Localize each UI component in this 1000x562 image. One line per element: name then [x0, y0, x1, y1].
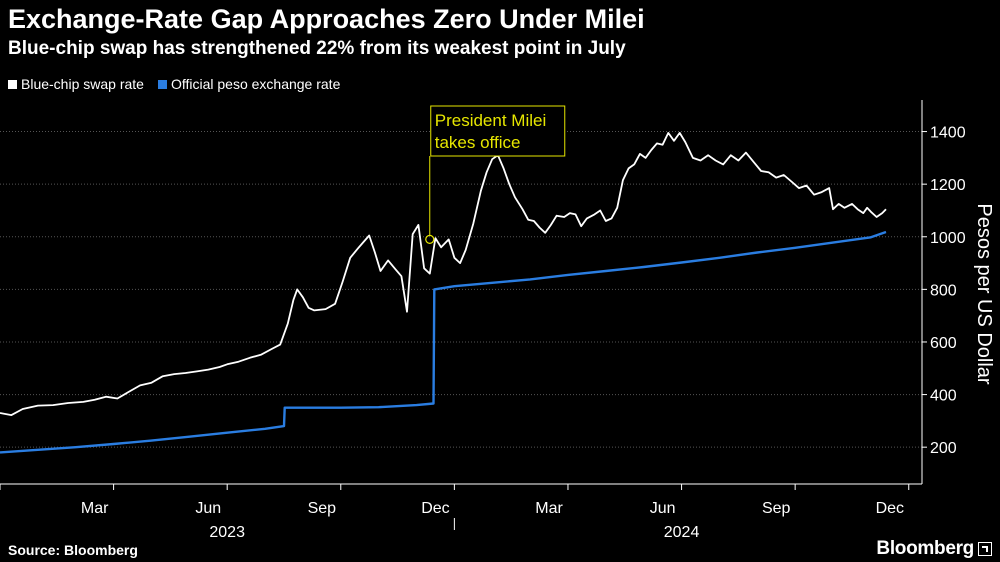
y-tick-label-600: 600: [930, 335, 957, 352]
x-tick-label-7: Dec: [876, 500, 904, 517]
annotation-marker: [425, 234, 435, 244]
legend-label-official: Official peso exchange rate: [170, 76, 341, 92]
chart-title: Exchange-Rate Gap Approaches Zero Under …: [8, 4, 645, 34]
y-tick-label-200: 200: [930, 440, 957, 457]
legend-label-blue-chip: Blue-chip swap rate: [21, 76, 144, 92]
y-tick-label-400: 400: [930, 388, 957, 405]
x-tick-label-4: Mar: [535, 500, 563, 517]
x-tick-label-3: Dec: [421, 500, 449, 517]
legend-item-official: Official peso exchange rate: [157, 76, 341, 92]
series-line-official: [0, 230, 887, 454]
x-tick-label-5: Jun: [650, 500, 676, 517]
bloomberg-logo: Bloomberg: [876, 538, 974, 559]
y-axis-title: Pesos per US Dollar: [973, 203, 995, 385]
y-tick-label-1200: 1200: [930, 177, 966, 194]
x-tick-label-6: Sep: [762, 500, 791, 517]
annotation-box: [430, 105, 566, 157]
legend: Blue-chip swap rate Official peso exchan…: [8, 76, 340, 92]
y-tick-label-1400: 1400: [930, 125, 966, 142]
annotation-text-line-0: President Milei: [435, 111, 547, 130]
legend-swatch-blue-chip: [8, 79, 17, 89]
x-tick-label-0: Mar: [81, 500, 109, 517]
bloomberg-arrow-icon: [978, 542, 992, 556]
source-note: Source: Bloomberg: [8, 542, 138, 558]
series-line-blue-chip: [0, 132, 887, 416]
x-tick-label-2: Sep: [308, 500, 337, 517]
legend-item-blue-chip: Blue-chip swap rate: [8, 76, 144, 92]
year-label-2024: 2024: [664, 524, 700, 541]
chart-subtitle: Blue-chip swap has strengthened 22% from…: [8, 38, 626, 59]
annotation-text-line-1: takes office: [435, 133, 521, 152]
y-tick-label-1000: 1000: [930, 230, 966, 247]
legend-swatch-official: [157, 79, 167, 89]
x-tick-label-1: Jun: [195, 500, 221, 517]
year-label-2023: 2023: [209, 524, 245, 541]
y-tick-label-800: 800: [930, 282, 957, 299]
